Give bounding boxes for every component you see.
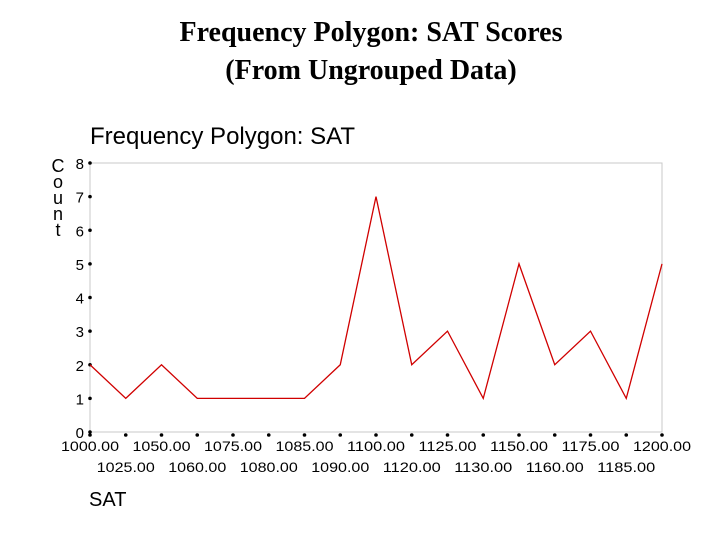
x-tick-label: 1085.00 bbox=[276, 438, 334, 454]
x-tick-mark bbox=[88, 433, 92, 437]
x-tick-mark bbox=[374, 433, 378, 437]
x-tick-label: 1125.00 bbox=[419, 438, 477, 454]
x-tick-label: 1000.00 bbox=[61, 438, 119, 454]
y-tick-mark bbox=[88, 194, 92, 199]
y-tick-label: 6 bbox=[76, 223, 84, 240]
y-axis-label-letter: n bbox=[52, 204, 63, 224]
x-tick-label: 1050.00 bbox=[133, 438, 191, 454]
y-tick-label: 0 bbox=[76, 425, 84, 442]
x-tick-mark bbox=[660, 433, 664, 437]
y-axis-label-letter: t bbox=[55, 220, 61, 240]
x-tick-mark bbox=[588, 433, 593, 437]
y-tick-label: 3 bbox=[76, 324, 84, 341]
y-tick-label: 1 bbox=[76, 391, 84, 408]
x-tick-label: 1075.00 bbox=[204, 438, 262, 454]
x-tick-label: 1060.00 bbox=[168, 459, 226, 475]
x-tick-mark bbox=[552, 433, 557, 437]
x-tick-label: 1130.00 bbox=[454, 459, 512, 475]
slide-title-line-1: Frequency Polygon: SAT Scores bbox=[179, 17, 563, 48]
x-tick-label: 1200.00 bbox=[633, 438, 691, 454]
x-tick-label: 1175.00 bbox=[562, 438, 620, 454]
x-axis-label: SAT bbox=[89, 489, 127, 511]
x-tick-label: 1090.00 bbox=[311, 459, 369, 475]
slide-title-line-2: (From Ungrouped Data) bbox=[225, 55, 517, 86]
x-tick-mark bbox=[338, 433, 343, 437]
y-tick-mark bbox=[88, 161, 92, 165]
slide-title: Frequency Polygon: SAT Scores (From Ungr… bbox=[0, 14, 720, 90]
y-tick-mark bbox=[88, 329, 92, 333]
y-tick-label: 8 bbox=[76, 156, 84, 173]
x-tick-mark bbox=[302, 433, 307, 437]
y-tick-mark bbox=[88, 228, 92, 233]
x-tick-mark bbox=[624, 433, 629, 437]
y-tick-label: 5 bbox=[76, 257, 84, 274]
series-line bbox=[89, 196, 663, 401]
x-tick-mark bbox=[195, 433, 200, 437]
y-tick-mark bbox=[88, 396, 92, 401]
x-tick-mark bbox=[159, 433, 164, 437]
y-tick-label: 4 bbox=[76, 291, 84, 308]
y-tick-mark bbox=[88, 430, 92, 434]
x-tick-label: 1185.00 bbox=[597, 459, 655, 475]
x-tick-mark bbox=[266, 433, 271, 437]
chart-title: Frequency Polygon: SAT bbox=[90, 123, 356, 150]
x-tick-label: 1025.00 bbox=[97, 459, 155, 475]
x-tick-mark bbox=[445, 433, 450, 437]
x-tick-label: 1160.00 bbox=[526, 459, 584, 475]
x-tick-mark bbox=[517, 433, 521, 437]
x-tick-mark bbox=[231, 433, 235, 437]
y-tick-label: 2 bbox=[76, 358, 84, 375]
y-tick-label: 7 bbox=[76, 190, 84, 207]
x-tick-label: 1100.00 bbox=[347, 438, 405, 454]
y-axis-label-letter: o bbox=[52, 172, 63, 192]
y-tick-mark bbox=[88, 295, 92, 300]
y-axis-label-letter: C bbox=[51, 156, 65, 176]
y-axis-label-letter: u bbox=[52, 188, 63, 208]
plot-frame bbox=[89, 162, 663, 433]
x-tick-label: 1150.00 bbox=[490, 438, 548, 454]
x-tick-label: 1080.00 bbox=[240, 459, 298, 475]
x-tick-mark bbox=[123, 433, 128, 437]
x-tick-mark bbox=[481, 433, 486, 437]
x-tick-label: 1120.00 bbox=[383, 459, 441, 475]
x-tick-mark bbox=[409, 433, 414, 437]
y-tick-mark bbox=[88, 262, 92, 266]
